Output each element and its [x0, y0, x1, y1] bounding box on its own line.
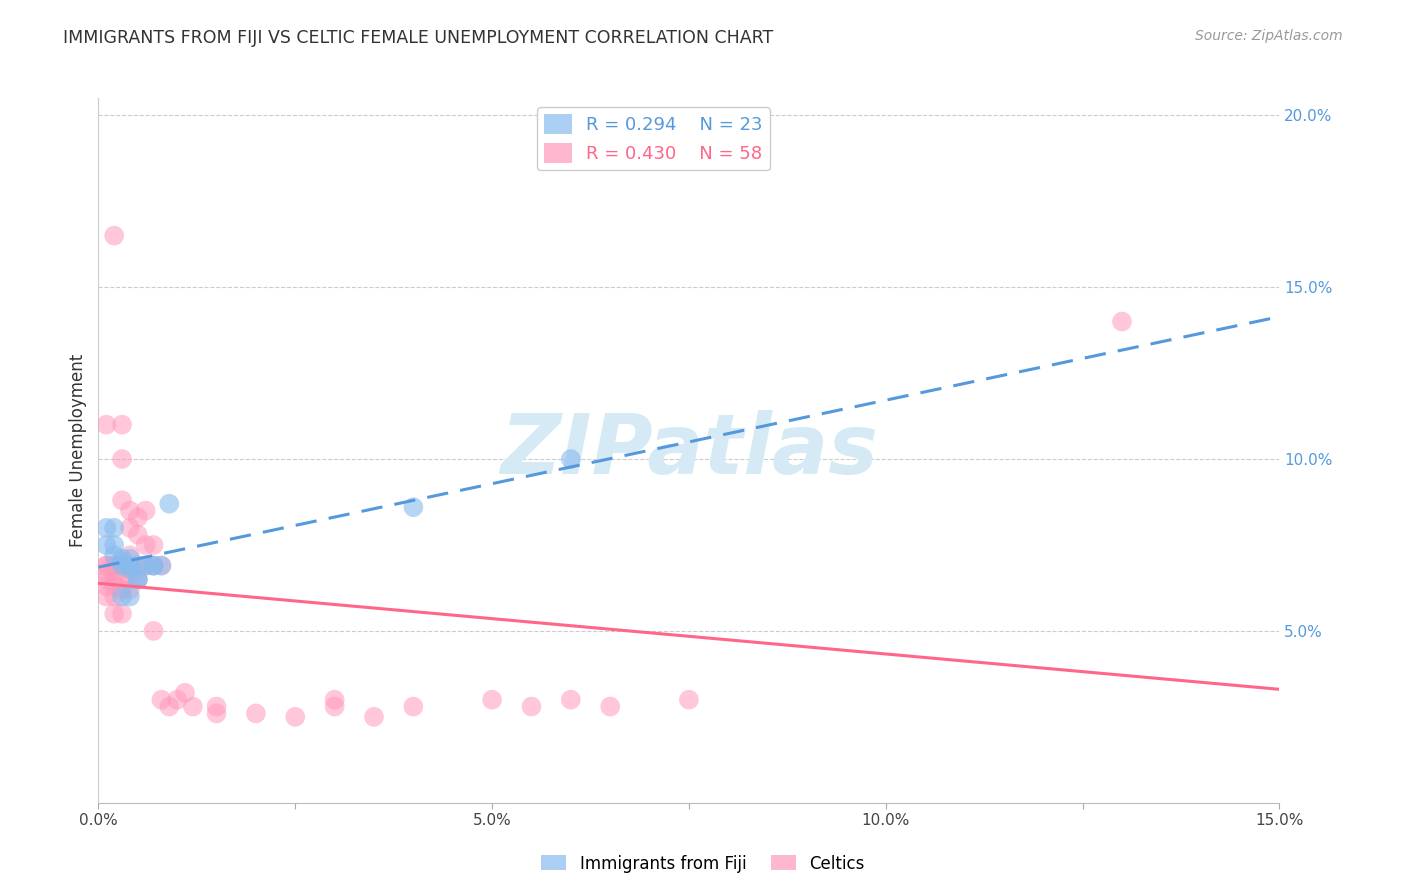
Point [111, 551, 134, 566]
Point [103, 573, 125, 587]
Point [111, 558, 134, 573]
Point [96, 521, 118, 535]
Point [103, 549, 125, 563]
Point [127, 510, 149, 524]
Point [111, 417, 134, 432]
Point [103, 607, 125, 621]
Point [111, 452, 134, 467]
Point [174, 686, 197, 700]
Point [127, 573, 149, 587]
Point [150, 558, 173, 573]
Point [96, 573, 118, 587]
Point [142, 538, 165, 552]
Point [103, 228, 125, 243]
Point [142, 558, 165, 573]
Point [96, 558, 118, 573]
Point [150, 558, 173, 573]
Point [118, 503, 141, 517]
Point [157, 497, 180, 511]
Point [118, 549, 141, 563]
Point [560, 452, 582, 467]
Point [118, 551, 141, 566]
Text: IMMIGRANTS FROM FIJI VS CELTIC FEMALE UNEMPLOYMENT CORRELATION CHART: IMMIGRANTS FROM FIJI VS CELTIC FEMALE UN… [63, 29, 773, 46]
Point [103, 590, 125, 604]
Point [111, 582, 134, 597]
Point [118, 590, 141, 604]
Point [150, 692, 173, 706]
Point [323, 692, 346, 706]
Point [118, 562, 141, 576]
Point [111, 555, 134, 569]
Point [284, 710, 307, 724]
Point [127, 573, 149, 587]
Point [520, 699, 543, 714]
Point [402, 500, 425, 515]
Point [142, 624, 165, 638]
Point [111, 558, 134, 573]
Point [118, 573, 141, 587]
Point [127, 527, 149, 541]
Point [96, 417, 118, 432]
Point [96, 566, 118, 580]
Legend: R = 0.294    N = 23, R = 0.430    N = 58: R = 0.294 N = 23, R = 0.430 N = 58 [537, 107, 769, 170]
Point [118, 558, 141, 573]
Point [245, 706, 267, 721]
Point [103, 566, 125, 580]
Point [135, 503, 157, 517]
Point [111, 607, 134, 621]
Point [166, 692, 188, 706]
Point [363, 710, 385, 724]
Point [103, 558, 125, 573]
Point [135, 558, 157, 573]
Point [481, 692, 503, 706]
Point [142, 558, 165, 573]
Point [135, 558, 157, 573]
Point [111, 573, 134, 587]
Point [205, 699, 228, 714]
Point [118, 582, 141, 597]
Point [103, 579, 125, 593]
Point [96, 538, 118, 552]
Point [560, 692, 582, 706]
Point [111, 590, 134, 604]
Point [118, 562, 141, 576]
Point [111, 493, 134, 508]
Legend: Immigrants from Fiji, Celtics: Immigrants from Fiji, Celtics [534, 848, 872, 880]
Point [142, 558, 165, 573]
Text: ZIPatlas: ZIPatlas [501, 410, 877, 491]
Point [402, 699, 425, 714]
Point [127, 558, 149, 573]
Point [127, 573, 149, 587]
Point [181, 699, 204, 714]
Point [323, 699, 346, 714]
Point [96, 558, 118, 573]
Point [103, 538, 125, 552]
Point [678, 692, 700, 706]
Point [157, 699, 180, 714]
Point [599, 699, 621, 714]
Point [205, 706, 228, 721]
Point [103, 521, 125, 535]
Text: Source: ZipAtlas.com: Source: ZipAtlas.com [1195, 29, 1343, 43]
Y-axis label: Female Unemployment: Female Unemployment [69, 354, 87, 547]
Point [103, 558, 125, 573]
Point [96, 579, 118, 593]
Point [135, 538, 157, 552]
Point [1111, 314, 1133, 328]
Point [127, 562, 149, 576]
Point [96, 590, 118, 604]
Point [118, 521, 141, 535]
